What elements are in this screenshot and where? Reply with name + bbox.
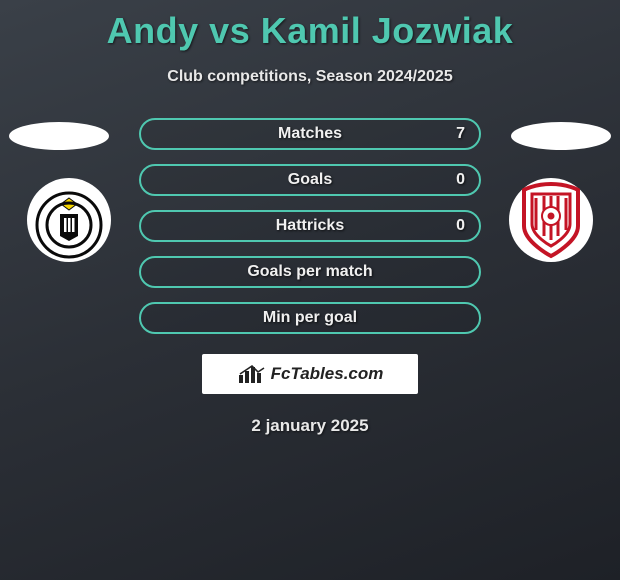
stat-label: Goals per match	[247, 263, 372, 281]
stat-label: Matches	[278, 125, 342, 143]
stat-label: Min per goal	[263, 309, 357, 327]
team-left-crest	[27, 178, 111, 262]
stat-right-value: 7	[456, 125, 465, 143]
stat-label: Hattricks	[276, 217, 344, 235]
stat-label: Goals	[288, 171, 332, 189]
bars-icon	[237, 363, 267, 385]
stat-row-goals-per-match: Goals per match	[139, 256, 481, 288]
team-right-crest	[509, 178, 593, 262]
stat-row-min-per-goal: Min per goal	[139, 302, 481, 334]
stat-right-value: 0	[456, 217, 465, 235]
team-left-disc	[9, 122, 109, 150]
stat-row-goals: Goals 0	[139, 164, 481, 196]
page-subtitle: Club competitions, Season 2024/2025	[0, 68, 620, 86]
footer-date: 2 january 2025	[0, 416, 620, 436]
granada-crest-icon	[514, 180, 588, 260]
stat-row-hattricks: Hattricks 0	[139, 210, 481, 242]
page-title: Andy vs Kamil Jozwiak	[0, 0, 620, 52]
branding-badge: FcTables.com	[202, 354, 418, 394]
stat-row-matches: Matches 7	[139, 118, 481, 150]
team-right-disc	[511, 122, 611, 150]
branding-text: FcTables.com	[271, 364, 384, 384]
stat-right-value: 0	[456, 171, 465, 189]
burgos-crest-icon	[30, 181, 108, 259]
